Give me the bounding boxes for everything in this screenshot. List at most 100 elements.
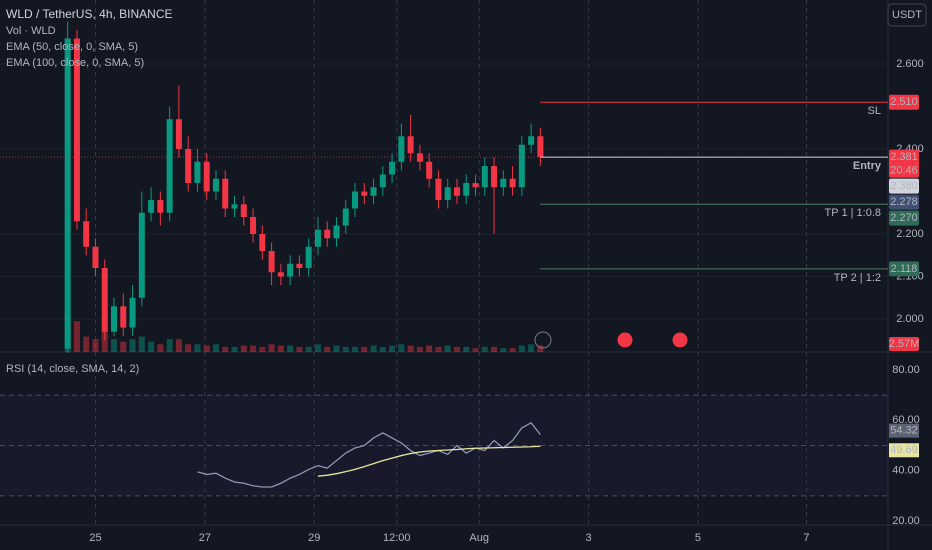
x-tick-label: 7 xyxy=(803,532,809,544)
level-text: Entry xyxy=(853,160,882,172)
candle-body xyxy=(83,221,90,247)
level-text: TP 1 | 1:0.8 xyxy=(825,207,881,219)
candle-body xyxy=(185,149,192,184)
y-tick-label: 2.200 xyxy=(896,228,924,240)
candle-body xyxy=(120,306,127,328)
volume-bar xyxy=(212,344,219,352)
candle-body xyxy=(148,200,155,213)
countdown: 20:46 xyxy=(890,164,918,176)
y-tick-label: 20.00 xyxy=(892,515,920,527)
volume-bar xyxy=(259,346,266,352)
indicator: EMA (100, close, 0, SMA, 5) xyxy=(6,57,144,69)
rsi-title: RSI (14, close, SMA, 14, 2) xyxy=(6,363,139,375)
candle-body xyxy=(194,161,201,184)
candle-body xyxy=(314,229,321,247)
candle-body xyxy=(277,272,284,277)
candle-body xyxy=(92,246,99,269)
volume-bar xyxy=(509,348,516,352)
candle-body xyxy=(287,263,294,277)
price-label-box xyxy=(889,178,919,194)
volume-bar xyxy=(148,341,155,352)
volume-bar xyxy=(222,346,229,352)
volume-bar xyxy=(138,336,145,352)
volume-bar xyxy=(370,345,377,352)
candle-body xyxy=(370,187,377,196)
volume-bar xyxy=(435,346,442,352)
volume-bar xyxy=(444,345,451,352)
price-label: 2.270 xyxy=(890,212,918,224)
currency[interactable]: USDT xyxy=(892,9,922,21)
volume-bar xyxy=(463,346,470,352)
y-tick-label: 60.00 xyxy=(892,414,920,426)
volume-bar xyxy=(528,344,535,352)
candle-body xyxy=(166,119,173,213)
volume-bar xyxy=(240,345,247,352)
symbol: WLD / TetherUS, 4h, BINANCE xyxy=(6,7,173,21)
event-icon[interactable] xyxy=(671,331,689,349)
candle-body xyxy=(453,187,460,196)
candle-body xyxy=(444,187,451,201)
volume-bar xyxy=(398,344,405,352)
event-icons xyxy=(534,331,689,349)
rsi-label: 49.69 xyxy=(890,444,918,456)
volume-bar xyxy=(453,346,460,352)
rsi-line xyxy=(317,445,541,477)
candle-body xyxy=(472,183,479,188)
price-label-box xyxy=(889,210,919,226)
volume-bar xyxy=(175,339,182,352)
candle-body xyxy=(64,38,71,349)
rsi-label-box xyxy=(889,423,919,438)
candle-body xyxy=(379,174,386,188)
price-label-box xyxy=(889,194,919,210)
volume-bar xyxy=(120,341,127,352)
candle-body xyxy=(305,246,312,269)
x-tick-label: Aug xyxy=(469,532,489,544)
volume-bar xyxy=(324,346,331,352)
volume-bar xyxy=(277,345,284,352)
volume-bar xyxy=(491,346,498,352)
volume-bar xyxy=(416,346,423,352)
candle-body xyxy=(296,263,303,269)
volume-bar xyxy=(73,321,80,352)
candle-body xyxy=(435,178,442,201)
candle-body xyxy=(333,225,340,239)
volume-bar xyxy=(305,346,312,352)
candle-body xyxy=(352,191,359,209)
currency-button[interactable] xyxy=(887,3,927,27)
indicator: Vol · WLD xyxy=(6,25,56,37)
level-text: TP 2 | 1:2 xyxy=(834,272,881,284)
event-icon[interactable] xyxy=(534,331,552,349)
volume-bar xyxy=(389,345,396,352)
volume-bar xyxy=(314,344,321,352)
volume-label-box xyxy=(889,337,919,351)
candle-body xyxy=(416,153,423,162)
volume-bar xyxy=(129,339,136,352)
candle-body xyxy=(175,119,182,150)
y-tick-label: 2.000 xyxy=(896,313,924,325)
candle-body xyxy=(528,136,535,145)
candle-body xyxy=(157,200,164,213)
event-icon[interactable] xyxy=(616,331,634,349)
price-label: 2.278 xyxy=(890,196,918,208)
volume-bar xyxy=(92,339,99,352)
y-tick-label: 2.600 xyxy=(896,58,924,70)
candle-body xyxy=(389,161,396,175)
candle-body xyxy=(129,297,136,328)
price-label: 2.118 xyxy=(891,263,918,275)
candle-body xyxy=(222,178,229,209)
price-label: 2.381 xyxy=(890,151,918,163)
rsi-line xyxy=(197,422,541,488)
volume-bar xyxy=(342,346,349,352)
price-label: 2.380 xyxy=(890,180,918,192)
volume-bar xyxy=(407,345,414,352)
volume-bar xyxy=(203,345,210,352)
rsi-label-box xyxy=(889,443,919,458)
volume-bar xyxy=(194,344,201,352)
volume-bar xyxy=(287,345,294,352)
x-tick-label: 3 xyxy=(586,532,592,544)
indicator: EMA (50, close, 0, SMA, 5) xyxy=(6,41,138,53)
x-tick-label: 5 xyxy=(695,532,701,544)
x-tick-label: 27 xyxy=(199,532,211,544)
